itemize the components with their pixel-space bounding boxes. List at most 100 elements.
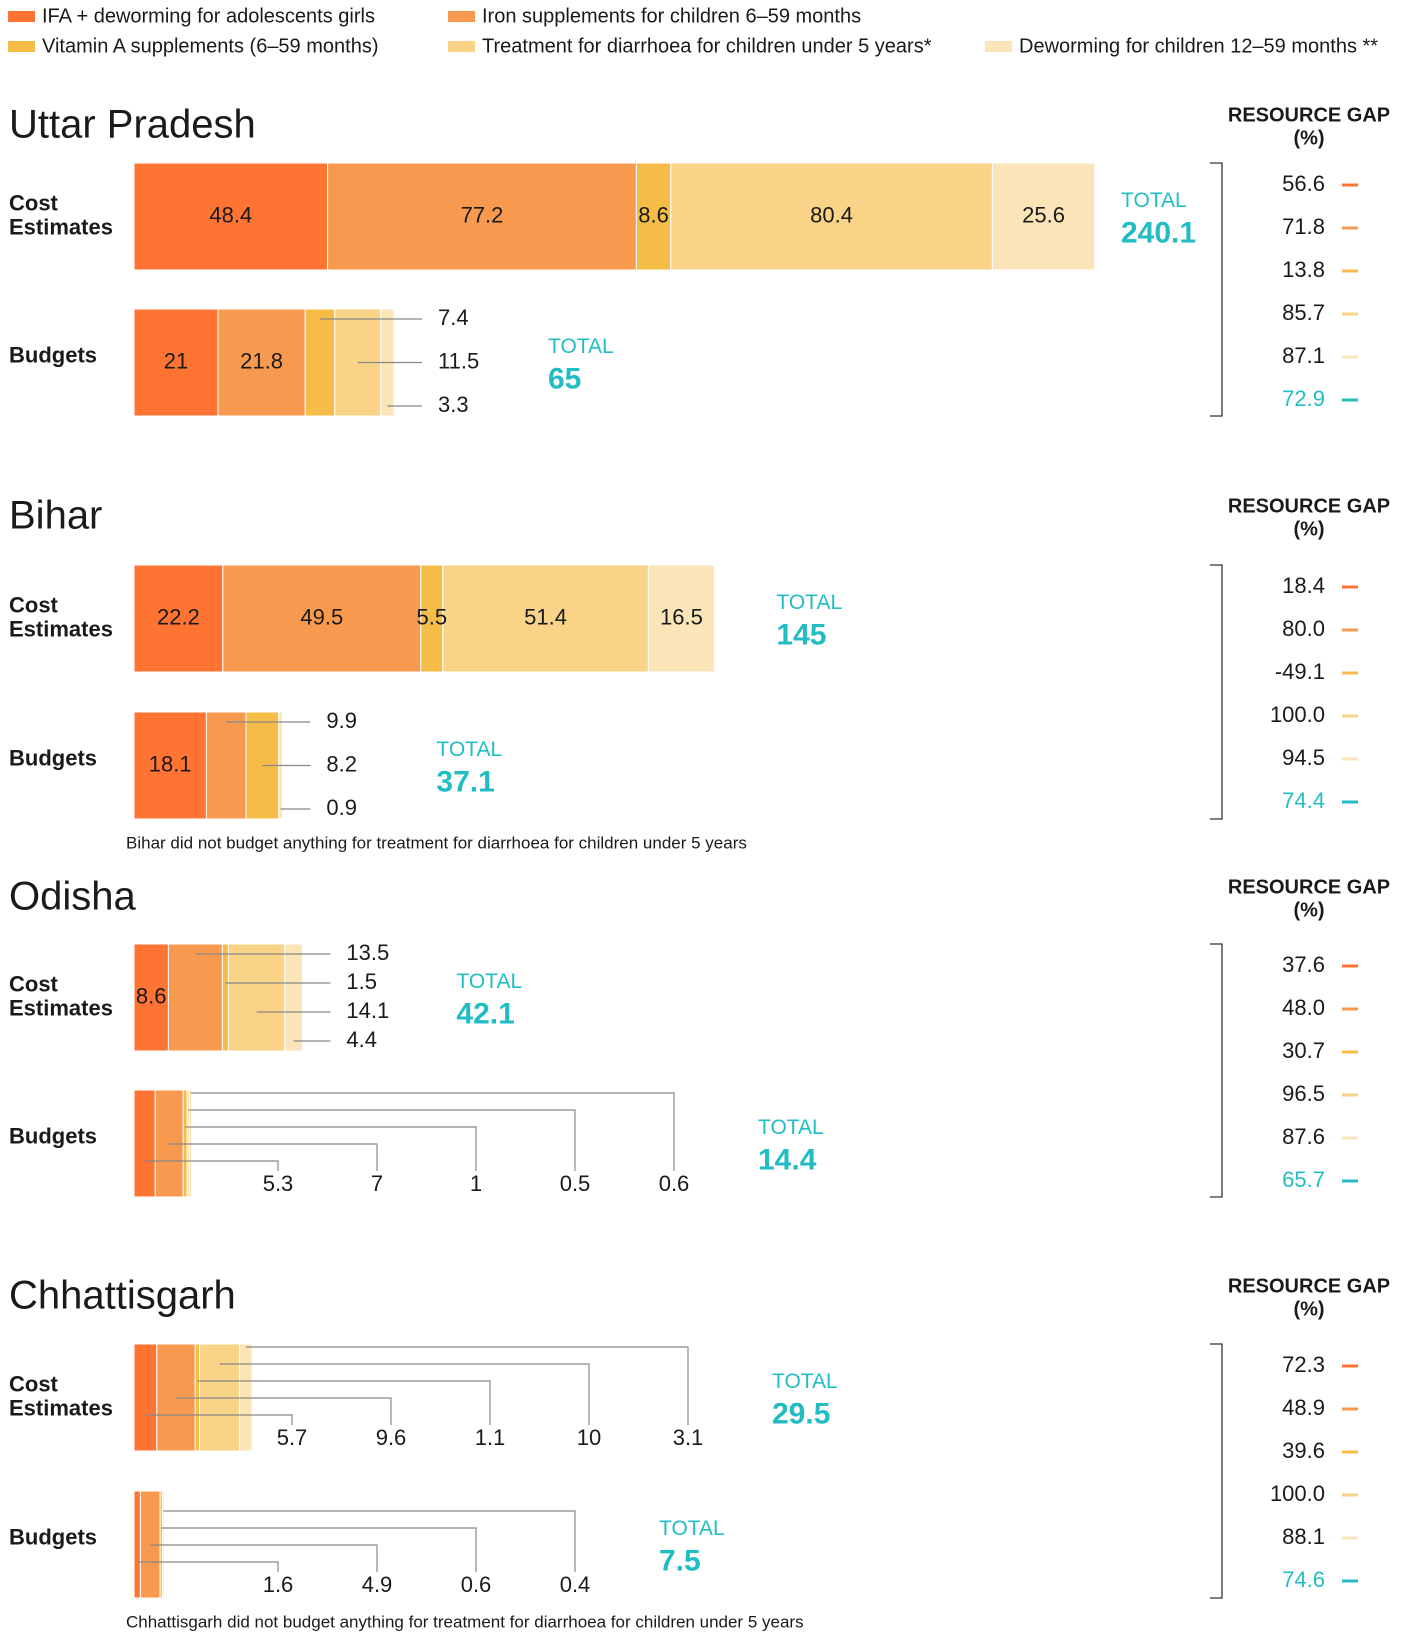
callout-line: [197, 1380, 491, 1425]
bar-segment: [133, 564, 224, 673]
total-value: 65: [548, 362, 581, 395]
segment-label: 14.1: [346, 998, 389, 1023]
segment-label: 21.8: [240, 348, 283, 373]
gap-value: 13.8: [1282, 257, 1325, 282]
segment-label: 1.1: [475, 1425, 506, 1450]
row-label: Cost: [9, 971, 59, 996]
bar-segment: [670, 162, 993, 271]
total-label: TOTAL: [548, 335, 614, 358]
segment-label: 0.5: [560, 1171, 591, 1196]
gap-value: 48.0: [1282, 995, 1325, 1020]
row-label: Budgets: [9, 1123, 97, 1148]
segment-label: 3.1: [673, 1425, 704, 1450]
segment-label: 7: [371, 1171, 383, 1196]
segment-label: 8.6: [136, 983, 167, 1008]
bar-segment: [133, 1089, 156, 1198]
legend-swatch: [448, 11, 475, 22]
segment-label: 5.7: [277, 1425, 308, 1450]
segment-label: 25.6: [1022, 202, 1065, 227]
legend-label: IFA + deworming for adolescents girls: [42, 5, 375, 27]
bar-segment: [133, 308, 219, 417]
segment-label: 5.3: [263, 1171, 294, 1196]
gap-bracket: [1210, 162, 1223, 417]
gap-bracket: [1210, 1343, 1223, 1599]
total-value: 7.5: [659, 1544, 701, 1577]
segment-label: 11.5: [438, 348, 479, 373]
callout-line: [150, 1544, 378, 1572]
callout-line: [137, 1561, 279, 1572]
legend-label: Treatment for diarrhoea for children und…: [482, 35, 932, 57]
segment-label: 7.4: [438, 305, 469, 330]
panel-title: Bihar: [9, 494, 102, 538]
bar-segment: [227, 943, 286, 1052]
callout-line: [145, 1414, 293, 1425]
row-label: Cost: [9, 592, 59, 617]
gap-total: 72.9: [1282, 386, 1325, 411]
bar-segment: [442, 564, 649, 673]
gap-value: 72.3: [1282, 1352, 1325, 1377]
callout-line: [188, 1109, 576, 1171]
segment-label: 4.4: [346, 1027, 377, 1052]
total-value: 145: [776, 618, 826, 651]
bar-segment: [133, 162, 329, 271]
legend-swatch: [8, 11, 35, 22]
row-label: Budgets: [9, 342, 97, 367]
bar-segment: [647, 564, 715, 673]
bar-segment: [222, 564, 422, 673]
total-value: 240.1: [1121, 216, 1196, 249]
callout-line: [176, 1397, 392, 1425]
segment-label: 5.5: [417, 604, 448, 629]
gap-value: 100.0: [1270, 702, 1325, 727]
segment-label: 16.5: [660, 604, 703, 629]
row-label: Cost: [9, 1371, 59, 1396]
segment-label: 8.2: [326, 751, 357, 776]
gap-unit: (%): [1293, 899, 1324, 921]
row-label: Estimates: [9, 1395, 113, 1420]
legend-label: Iron supplements for children 6–59 month…: [482, 5, 861, 27]
gap-value: 100.0: [1270, 1481, 1325, 1506]
bar-segment: [133, 711, 207, 820]
gap-unit: (%): [1293, 518, 1324, 540]
segment-label: 10: [577, 1425, 601, 1450]
bar-segment: [304, 308, 336, 417]
total-label: TOTAL: [776, 591, 842, 614]
gap-title: RESOURCE GAP: [1228, 495, 1390, 517]
gap-value: 85.7: [1282, 300, 1325, 325]
gap-value: 87.6: [1282, 1124, 1325, 1149]
total-value: 29.5: [772, 1397, 830, 1430]
total-label: TOTAL: [1121, 189, 1187, 212]
gap-value: 39.6: [1282, 1438, 1325, 1463]
segment-label: 1: [470, 1171, 482, 1196]
callout-line: [161, 1527, 477, 1572]
bar-segment: [167, 943, 223, 1052]
panel-title: Uttar Pradesh: [9, 103, 256, 147]
legend-swatch: [448, 41, 475, 52]
callout-line: [169, 1143, 378, 1171]
gap-value: -49.1: [1275, 659, 1325, 684]
callout-line: [190, 1092, 675, 1171]
segment-label: 9.6: [376, 1425, 407, 1450]
segment-label: 21: [164, 348, 188, 373]
row-label: Cost: [9, 190, 59, 215]
callout-line: [185, 1126, 477, 1171]
gap-value: 37.6: [1282, 952, 1325, 977]
bar-segment: [221, 943, 229, 1052]
note: Bihar did not budget anything for treatm…: [126, 833, 747, 852]
gap-value: 30.7: [1282, 1038, 1325, 1063]
bar-segment: [991, 162, 1096, 271]
segment-label: 0.6: [659, 1171, 690, 1196]
gap-unit: (%): [1293, 127, 1324, 149]
gap-value: 88.1: [1282, 1524, 1325, 1549]
gap-value: 87.1: [1282, 343, 1325, 368]
segment-label: 0.6: [461, 1572, 492, 1597]
gap-bracket: [1210, 564, 1223, 820]
segment-label: 22.2: [157, 604, 200, 629]
segment-label: 4.9: [362, 1572, 393, 1597]
gap-bracket: [1210, 943, 1223, 1198]
legend-label: Vitamin A supplements (6–59 months): [42, 35, 378, 57]
total-label: TOTAL: [659, 1517, 725, 1540]
total-value: 37.1: [436, 765, 494, 798]
total-label: TOTAL: [758, 1116, 824, 1139]
note: Chhattisgarh did not budget anything for…: [126, 1612, 804, 1631]
segment-label: 48.4: [209, 202, 252, 227]
